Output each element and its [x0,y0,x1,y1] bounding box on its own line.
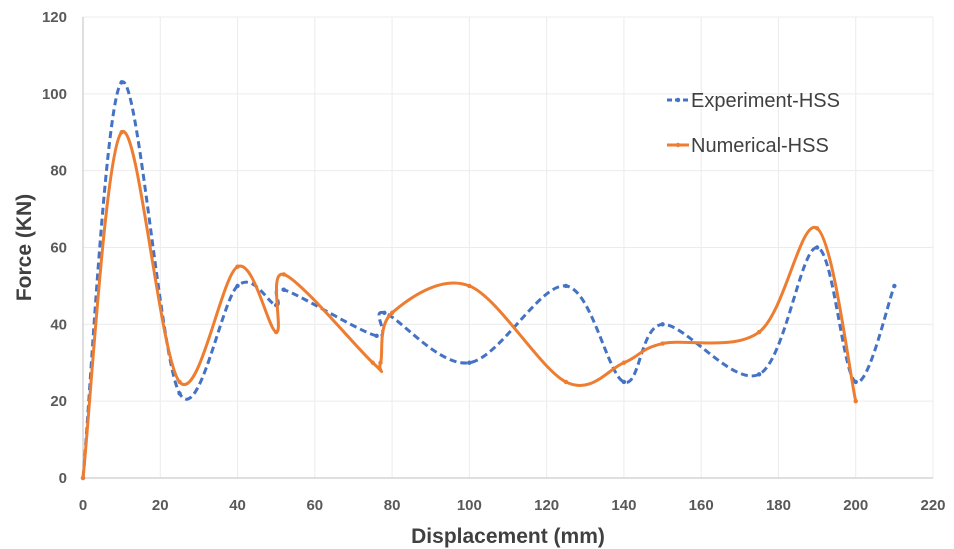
data-point [814,226,820,231]
x-axis-title: Displacement (mm) [411,525,605,548]
legend-marker [675,142,681,148]
data-point [177,379,182,385]
data-point [281,272,287,277]
x-tick-label: 120 [534,497,559,514]
series [80,80,897,481]
data-point [756,372,762,377]
data-point [814,245,820,250]
x-tick-label: 20 [152,497,169,514]
data-point [378,360,383,365]
legend-label: Experiment-HSS [691,90,840,112]
y-axis-title: Force (KN) [13,194,36,301]
x-tick-label: 0 [79,497,87,514]
x-tick-label: 160 [689,497,714,514]
data-point [389,310,395,316]
series-line [81,130,858,479]
data-point [756,329,762,335]
x-tick-label: 200 [843,497,868,514]
series-experiment-hss [80,80,897,481]
data-point [80,475,86,481]
data-point [467,283,472,289]
data-point [119,80,124,85]
data-point [892,283,897,289]
x-tick-label: 80 [384,497,401,514]
data-point [853,398,858,404]
axes: 0 20 40 60 80 100 120 0 20 40 60 80 100 120 140 160 180 2… [42,9,946,514]
x-tick-label: 100 [457,497,482,514]
x-tick-label: 40 [229,497,246,514]
legend-label: Numerical-HSS [691,135,829,157]
legend-marker [675,97,681,103]
data-point [177,391,182,396]
data-point [660,341,665,346]
data-point [563,379,569,385]
data-point [370,360,375,365]
legend: Experiment-HSS Numerical-HSS [667,90,840,157]
data-point [382,310,387,316]
data-point [281,287,287,292]
data-point [273,329,279,335]
series-numerical-hss [80,130,858,481]
x-tick-label: 140 [611,497,636,514]
data-point [853,379,858,385]
x-tick-label: 180 [766,497,791,514]
data-point [563,283,569,289]
data-point [119,130,124,135]
data-point [374,333,379,339]
y-tick-label: 60 [50,240,67,257]
grid [83,16,934,478]
x-tick-label: 60 [306,497,323,514]
data-point [660,322,665,327]
y-tick-label: 120 [42,9,67,26]
data-point [467,360,472,365]
y-tick-label: 80 [50,163,67,180]
y-tick-label: 40 [50,316,67,333]
y-tick-label: 0 [59,470,67,487]
data-point [235,283,240,289]
data-point [621,360,627,365]
x-tick-label: 220 [920,497,945,514]
data-point [235,264,240,269]
data-point [621,379,627,385]
y-tick-label: 20 [50,393,67,410]
y-tick-label: 100 [42,86,67,103]
